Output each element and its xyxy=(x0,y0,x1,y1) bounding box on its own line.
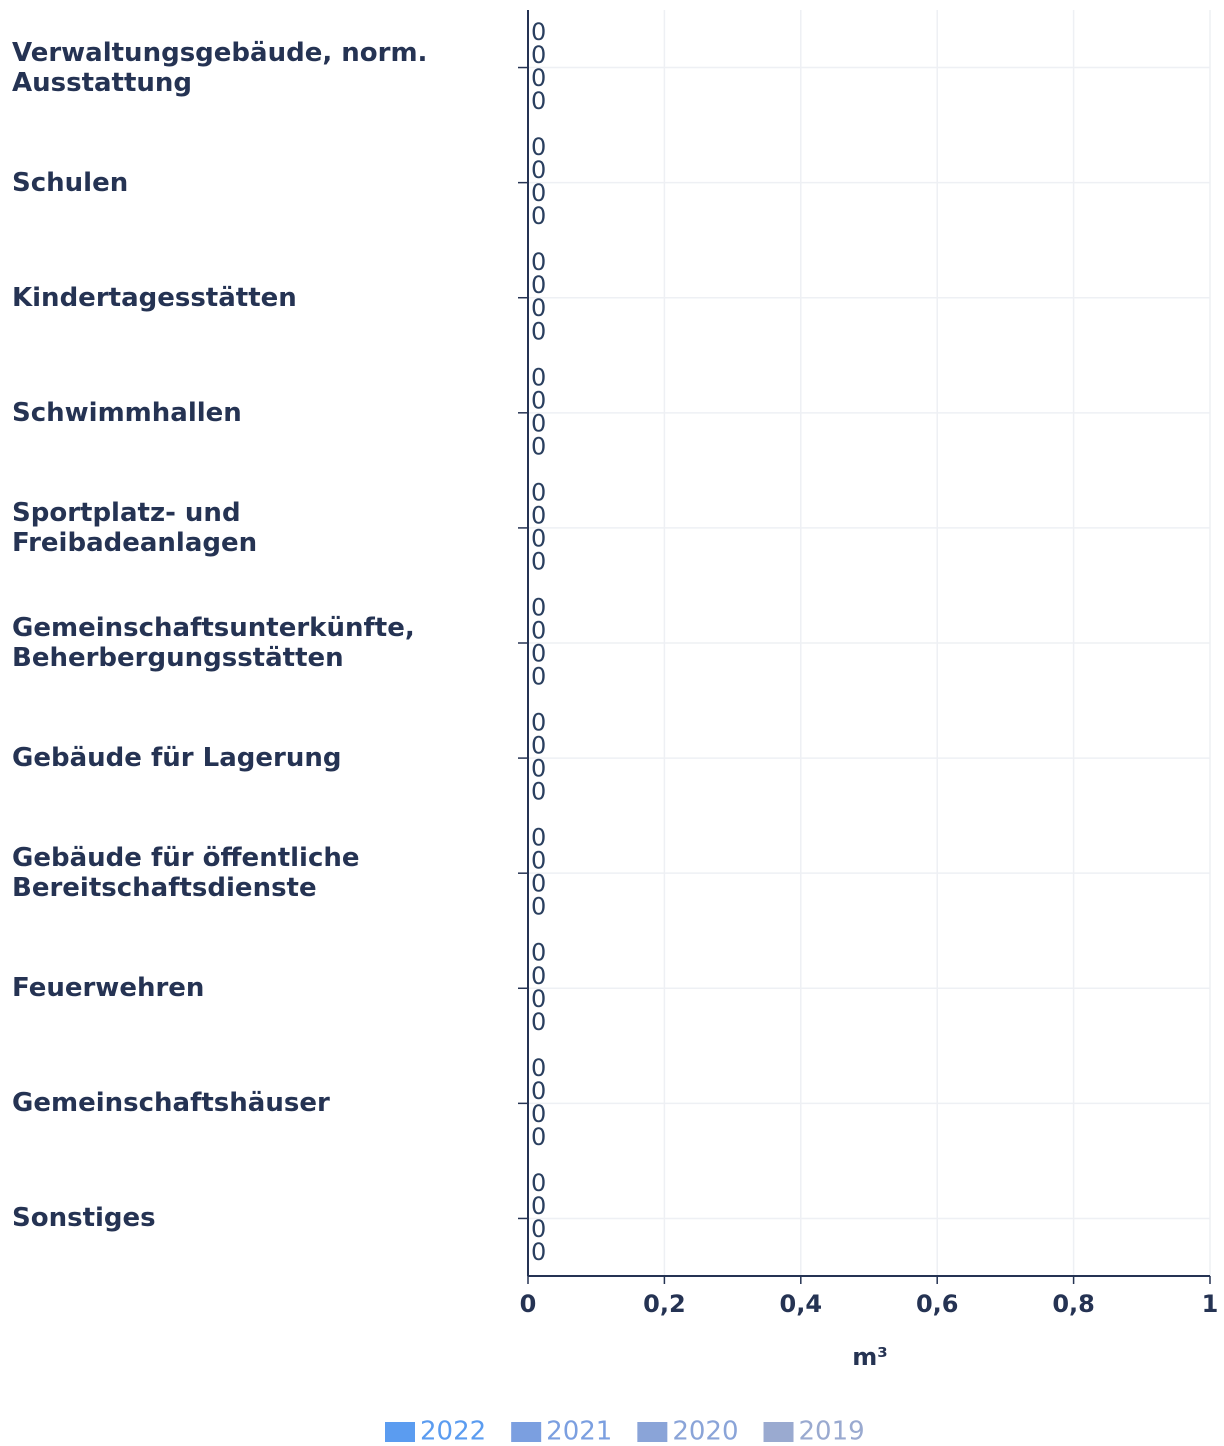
y-tick-label: Sportplatz- und Freibadeanlagen xyxy=(12,497,258,558)
legend-label: 2020 xyxy=(672,1417,738,1446)
data-label: 0 xyxy=(531,409,546,437)
y-tick-label: Feuerwehren xyxy=(12,973,205,1004)
data-label: 0 xyxy=(531,616,546,644)
data-label: 0 xyxy=(531,294,546,322)
data-label: 0 xyxy=(531,593,546,621)
data-label: 0 xyxy=(531,709,546,737)
x-tick-label: 0,8 xyxy=(1052,1290,1095,1318)
data-label: 0 xyxy=(531,939,546,967)
data-label: 0 xyxy=(531,18,546,46)
data-label: 0 xyxy=(531,870,546,898)
data-label: 0 xyxy=(531,640,546,668)
data-label: 0 xyxy=(531,732,546,760)
x-tick-label: 1 xyxy=(1202,1290,1219,1318)
data-label: 0 xyxy=(531,1123,546,1151)
legend-label: 2022 xyxy=(420,1417,486,1446)
x-tick-label: 0,2 xyxy=(643,1290,686,1318)
legend-swatch xyxy=(511,1422,542,1442)
data-label: 0 xyxy=(531,778,546,806)
data-label: 0 xyxy=(531,847,546,875)
data-label: 0 xyxy=(531,755,546,783)
y-tick-label: Gemeinschaftshäuser xyxy=(12,1088,330,1119)
legend-swatch xyxy=(763,1422,794,1442)
data-label: 0 xyxy=(531,1215,546,1243)
x-tick-label: 0 xyxy=(520,1290,537,1318)
data-label: 0 xyxy=(531,64,546,92)
data-label: 0 xyxy=(531,432,546,460)
data-label: 0 xyxy=(531,824,546,852)
data-label: 0 xyxy=(531,501,546,529)
legend-label: 2019 xyxy=(799,1417,865,1446)
data-label: 0 xyxy=(531,1238,546,1266)
data-label: 0 xyxy=(531,133,546,161)
data-label: 0 xyxy=(531,1077,546,1105)
data-label: 0 xyxy=(531,248,546,276)
y-tick-label: Schulen xyxy=(12,167,129,198)
data-label: 0 xyxy=(531,547,546,575)
y-tick-label: Gebäude für öffentliche Bereitschaftsdie… xyxy=(12,843,360,904)
data-label: 0 xyxy=(531,156,546,184)
y-tick-label: Gebäude für Lagerung xyxy=(12,743,342,774)
y-tick-label: Verwaltungsgebäude, norm. Ausstattung xyxy=(12,37,428,98)
data-label: 0 xyxy=(531,893,546,921)
data-label: 0 xyxy=(531,386,546,414)
x-tick-label: 0,4 xyxy=(780,1290,823,1318)
y-tick-label: Gemeinschaftsunterkünfte, Beherbergungss… xyxy=(12,613,415,673)
legend-swatch xyxy=(385,1422,415,1442)
data-label: 0 xyxy=(531,962,546,990)
x-axis-title: m³ xyxy=(852,1343,888,1371)
data-label: 0 xyxy=(531,985,546,1013)
data-label: 0 xyxy=(531,1054,546,1082)
data-label: 0 xyxy=(531,179,546,207)
data-label: 0 xyxy=(531,1192,546,1220)
data-label: 0 xyxy=(531,478,546,506)
y-tick-label: Schwimmhallen xyxy=(12,397,242,428)
data-label: 0 xyxy=(531,1169,546,1197)
y-tick-label: Sonstiges xyxy=(12,1203,156,1234)
x-tick-label: 0,6 xyxy=(916,1290,959,1318)
y-tick-label: Kindertagesstätten xyxy=(12,282,297,313)
data-label: 0 xyxy=(531,363,546,391)
data-label: 0 xyxy=(531,1008,546,1036)
legend-label: 2021 xyxy=(546,1417,612,1446)
legend-swatch xyxy=(637,1422,668,1442)
data-label: 0 xyxy=(531,202,546,230)
data-label: 0 xyxy=(531,41,546,69)
data-label: 0 xyxy=(531,87,546,115)
data-label: 0 xyxy=(531,271,546,299)
data-label: 0 xyxy=(531,663,546,691)
data-label: 0 xyxy=(531,524,546,552)
data-label: 0 xyxy=(531,317,546,345)
data-label: 0 xyxy=(531,1100,546,1128)
